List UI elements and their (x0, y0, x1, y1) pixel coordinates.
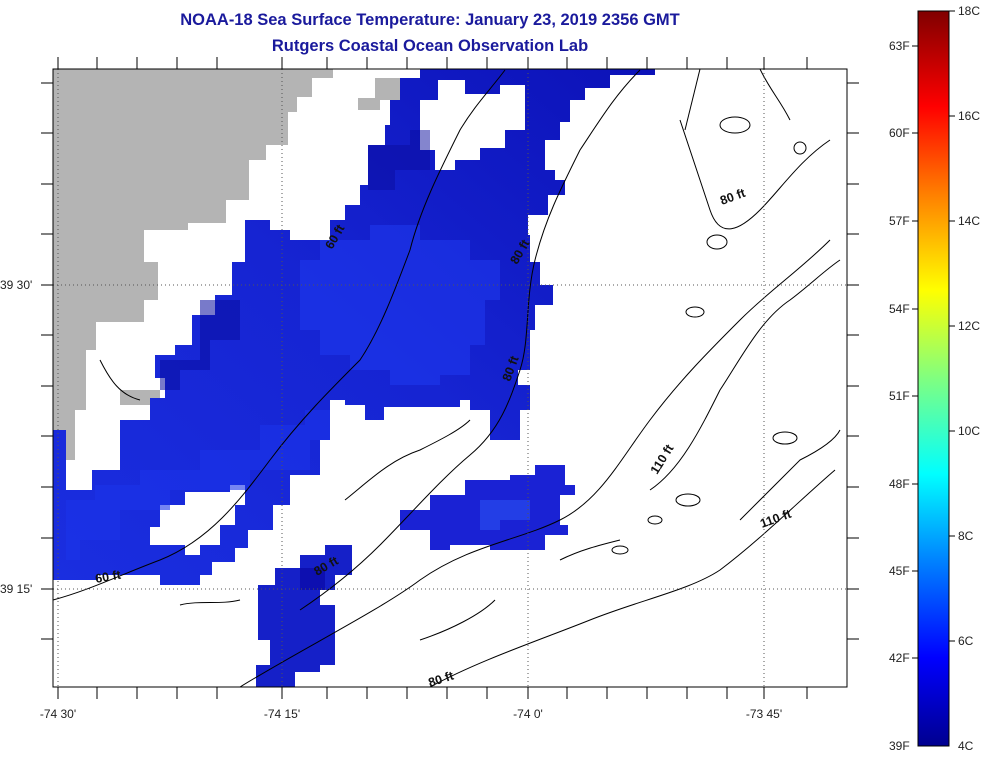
lon-label-74-30: -74 30' (40, 707, 76, 721)
colorbar-f-label: 54F (889, 302, 910, 316)
colorbar-c-label: 14C (958, 214, 980, 228)
contour-label-110ft: 110 ft (648, 441, 677, 476)
colorbar-f-label: 45F (889, 564, 910, 578)
colorbar-f-label: 63F (889, 39, 910, 53)
colorbar-c-label: 18C (958, 4, 980, 18)
contour-label-60ft: 60 ft (94, 568, 123, 586)
colorbar-f-label: 60F (889, 126, 910, 140)
colorbar-c-label: 10C (958, 424, 980, 438)
map-frame (52, 68, 848, 688)
map-subtitle: Rutgers Coastal Ocean Observation Lab (271, 37, 589, 55)
colorbar-f-label: 39F (889, 739, 910, 753)
colorbar-c-label: 16C (958, 109, 980, 123)
colorbar-c-label: 6C (958, 634, 974, 648)
lon-label-74-15: -74 15' (264, 707, 300, 721)
contour-label-110ft: 110 ft (758, 506, 794, 530)
colorbar-c-label: 8C (958, 529, 974, 543)
land-mass (53, 69, 333, 493)
colorbar-c-label: 12C (958, 319, 980, 333)
lon-label-74-0: -74 0' (513, 707, 543, 721)
sst-southern-patch (256, 545, 352, 687)
lat-label-39-30: 39 30' (0, 278, 32, 292)
colorbar (917, 10, 950, 747)
colorbar-f-label: 51F (889, 389, 910, 403)
colorbar-c-label: 4C (958, 739, 974, 753)
map-title: NOAA-18 Sea Surface Temperature: January… (180, 11, 680, 29)
contour-label-80ft: 80 ft (718, 186, 748, 208)
colorbar-f-label: 42F (889, 651, 910, 665)
colorbar-f-label: 48F (889, 477, 910, 491)
lon-label-73-45: -73 45' (746, 707, 782, 721)
colorbar-f-label: 57F (889, 214, 910, 228)
lat-label-39-15: 39 15' (0, 582, 32, 596)
